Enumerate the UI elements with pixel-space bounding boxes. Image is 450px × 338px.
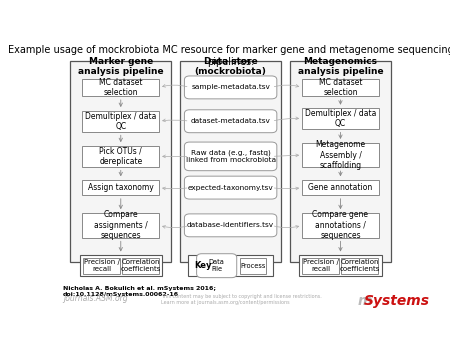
Text: Correlation
coefficients: Correlation coefficients xyxy=(121,259,161,272)
Text: Metagenomics
analysis pipeline: Metagenomics analysis pipeline xyxy=(297,57,383,76)
FancyBboxPatch shape xyxy=(83,258,120,274)
FancyBboxPatch shape xyxy=(180,61,281,262)
Text: Compare gene
annotations /
sequences: Compare gene annotations / sequences xyxy=(312,211,369,240)
FancyArrowPatch shape xyxy=(274,154,298,157)
Text: Metagenome
Assembly /
scaffolding: Metagenome Assembly / scaffolding xyxy=(315,140,365,170)
Text: Key: Key xyxy=(194,261,212,270)
FancyArrowPatch shape xyxy=(163,155,187,158)
Text: Example usage of mockrobiota MC resource for marker gene and metagenome sequenci: Example usage of mockrobiota MC resource… xyxy=(8,45,450,67)
FancyBboxPatch shape xyxy=(299,255,382,276)
FancyArrowPatch shape xyxy=(162,119,187,122)
FancyBboxPatch shape xyxy=(197,254,237,277)
FancyBboxPatch shape xyxy=(80,255,162,276)
FancyBboxPatch shape xyxy=(82,146,159,167)
FancyBboxPatch shape xyxy=(302,78,379,96)
FancyArrowPatch shape xyxy=(162,225,187,228)
Text: Raw data (e.g., fastq)
linked from mockrobiota: Raw data (e.g., fastq) linked from mockr… xyxy=(185,150,276,163)
Text: Data
File: Data File xyxy=(209,259,225,272)
Text: MC dataset
selection: MC dataset selection xyxy=(99,78,143,97)
Text: Demultiplex / data
QC: Demultiplex / data QC xyxy=(85,112,157,131)
FancyBboxPatch shape xyxy=(184,142,277,171)
Text: Compare
assignments /
sequences: Compare assignments / sequences xyxy=(94,211,148,240)
Text: MC dataset
selection: MC dataset selection xyxy=(319,78,362,97)
FancyBboxPatch shape xyxy=(302,108,379,129)
Text: Nicholas A. Bokulich et al. mSystems 2016;
doi:10.1128/mSystems.00062-16: Nicholas A. Bokulich et al. mSystems 201… xyxy=(63,286,216,296)
Text: Precision /
recall: Precision / recall xyxy=(303,259,338,272)
FancyBboxPatch shape xyxy=(188,255,273,276)
Text: expected-taxonomy.tsv: expected-taxonomy.tsv xyxy=(188,185,274,191)
Text: database-identifiers.tsv: database-identifiers.tsv xyxy=(187,222,274,228)
Text: Correlation
coefficients: Correlation coefficients xyxy=(339,259,380,272)
FancyBboxPatch shape xyxy=(302,213,379,238)
FancyBboxPatch shape xyxy=(184,110,277,133)
Text: sample-metadata.tsv: sample-metadata.tsv xyxy=(191,84,270,90)
Text: Systems: Systems xyxy=(364,293,430,308)
Text: Demultiplex / data
QC: Demultiplex / data QC xyxy=(305,109,376,128)
Text: Marker gene
analysis pipeline: Marker gene analysis pipeline xyxy=(78,57,164,76)
FancyArrowPatch shape xyxy=(274,117,298,121)
Text: Journals.ASM.org: Journals.ASM.org xyxy=(63,294,128,303)
Text: Precision /
recall: Precision / recall xyxy=(84,259,120,272)
FancyBboxPatch shape xyxy=(302,180,379,195)
FancyBboxPatch shape xyxy=(82,180,159,195)
Text: Gene annotation: Gene annotation xyxy=(308,183,373,192)
Text: This content may be subject to copyright and license restrictions.
Learn more at: This content may be subject to copyright… xyxy=(161,294,322,305)
FancyBboxPatch shape xyxy=(82,111,159,132)
FancyBboxPatch shape xyxy=(82,78,159,96)
FancyBboxPatch shape xyxy=(184,76,277,99)
FancyBboxPatch shape xyxy=(302,143,379,167)
Text: Data store
(mockrobiota): Data store (mockrobiota) xyxy=(195,57,266,76)
FancyArrowPatch shape xyxy=(162,187,187,190)
Text: m: m xyxy=(358,293,373,308)
FancyBboxPatch shape xyxy=(290,61,391,262)
FancyBboxPatch shape xyxy=(184,176,277,199)
FancyArrowPatch shape xyxy=(162,84,187,87)
Text: Assign taxonomy: Assign taxonomy xyxy=(88,183,153,192)
FancyBboxPatch shape xyxy=(70,61,171,262)
FancyBboxPatch shape xyxy=(240,258,266,274)
Text: Pick OTUs /
dereplicate: Pick OTUs / dereplicate xyxy=(99,147,142,166)
FancyBboxPatch shape xyxy=(82,213,159,238)
FancyArrowPatch shape xyxy=(274,225,299,228)
FancyArrowPatch shape xyxy=(274,84,299,87)
Text: dataset-metadata.tsv: dataset-metadata.tsv xyxy=(191,118,270,124)
Text: Process: Process xyxy=(241,263,266,269)
FancyBboxPatch shape xyxy=(302,258,339,274)
FancyBboxPatch shape xyxy=(341,258,378,274)
FancyArrowPatch shape xyxy=(274,187,299,190)
FancyBboxPatch shape xyxy=(122,258,159,274)
FancyBboxPatch shape xyxy=(184,214,277,237)
